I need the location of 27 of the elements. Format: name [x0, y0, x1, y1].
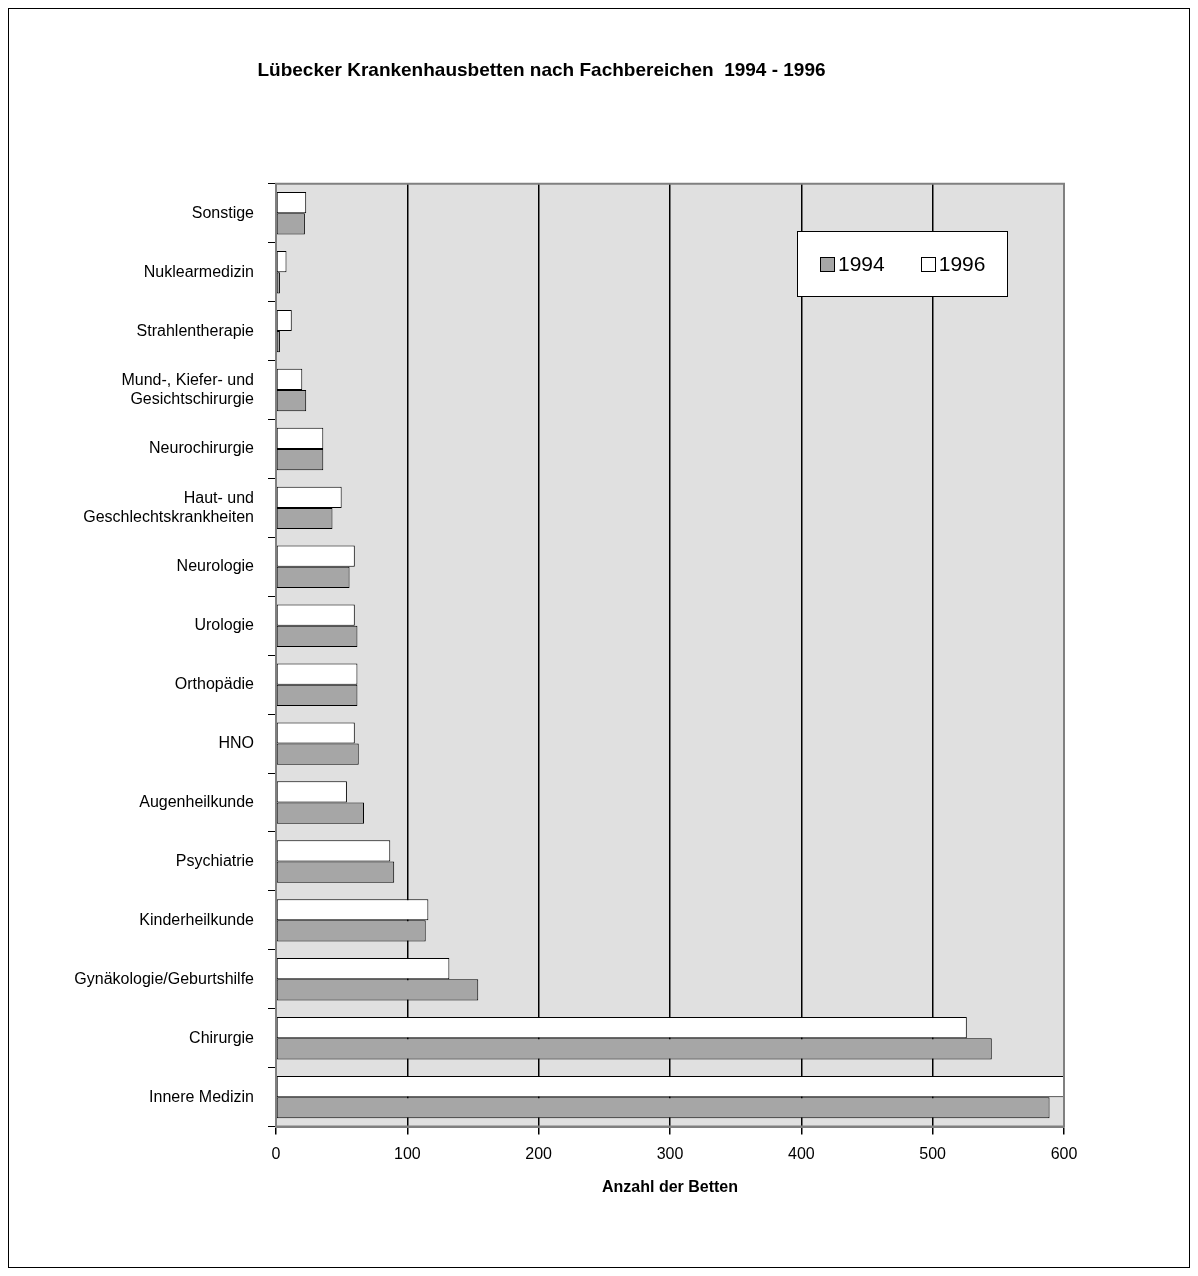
y-tick-label: Kinderheilkunde [139, 910, 255, 928]
y-tick-label: Strahlentherapie [136, 321, 255, 339]
x-tick-label: 300 [656, 1144, 684, 1162]
chart-title: Lübecker Krankenhausbetten nach Fachbereichen 1994 - 1996 [257, 58, 826, 80]
x-tick-label: 100 [393, 1144, 421, 1162]
x-tick-label: 600 [1050, 1144, 1078, 1162]
y-tick-label: Mund-, Kiefer- und Gesichtschirurgie [121, 370, 255, 408]
x-axis-title: Anzahl der Betten [601, 1177, 739, 1195]
y-tick-label: Neurologie [176, 557, 255, 575]
y-tick-label: Orthopädie [174, 675, 255, 693]
y-tick-label: Innere Medizin [149, 1087, 254, 1105]
y-tick-label: Nuklearmedizin [143, 262, 254, 280]
y-tick-label: Augenheilkunde [139, 792, 255, 810]
x-tick-label: 200 [525, 1144, 553, 1162]
x-tick-label: 400 [787, 1144, 815, 1162]
y-tick-label: Sonstige [191, 203, 255, 221]
legend-label: 1996 [938, 252, 986, 276]
x-tick-label: 0 [271, 1144, 281, 1162]
y-tick-label: Chirurgie [189, 1028, 255, 1046]
y-tick-label: Urologie [194, 616, 255, 634]
y-tick-label: HNO [218, 733, 254, 751]
y-tick-label: Psychiatrie [175, 851, 255, 869]
x-tick-label: 500 [919, 1144, 947, 1162]
y-tick-label: Neurochirurgie [149, 439, 255, 457]
legend-label: 1994 [838, 252, 885, 276]
y-tick-label: Gynäkologie/Geburtshilfe [74, 969, 255, 987]
y-tick-label: Haut- und Geschlechtskrankheiten [83, 488, 254, 525]
